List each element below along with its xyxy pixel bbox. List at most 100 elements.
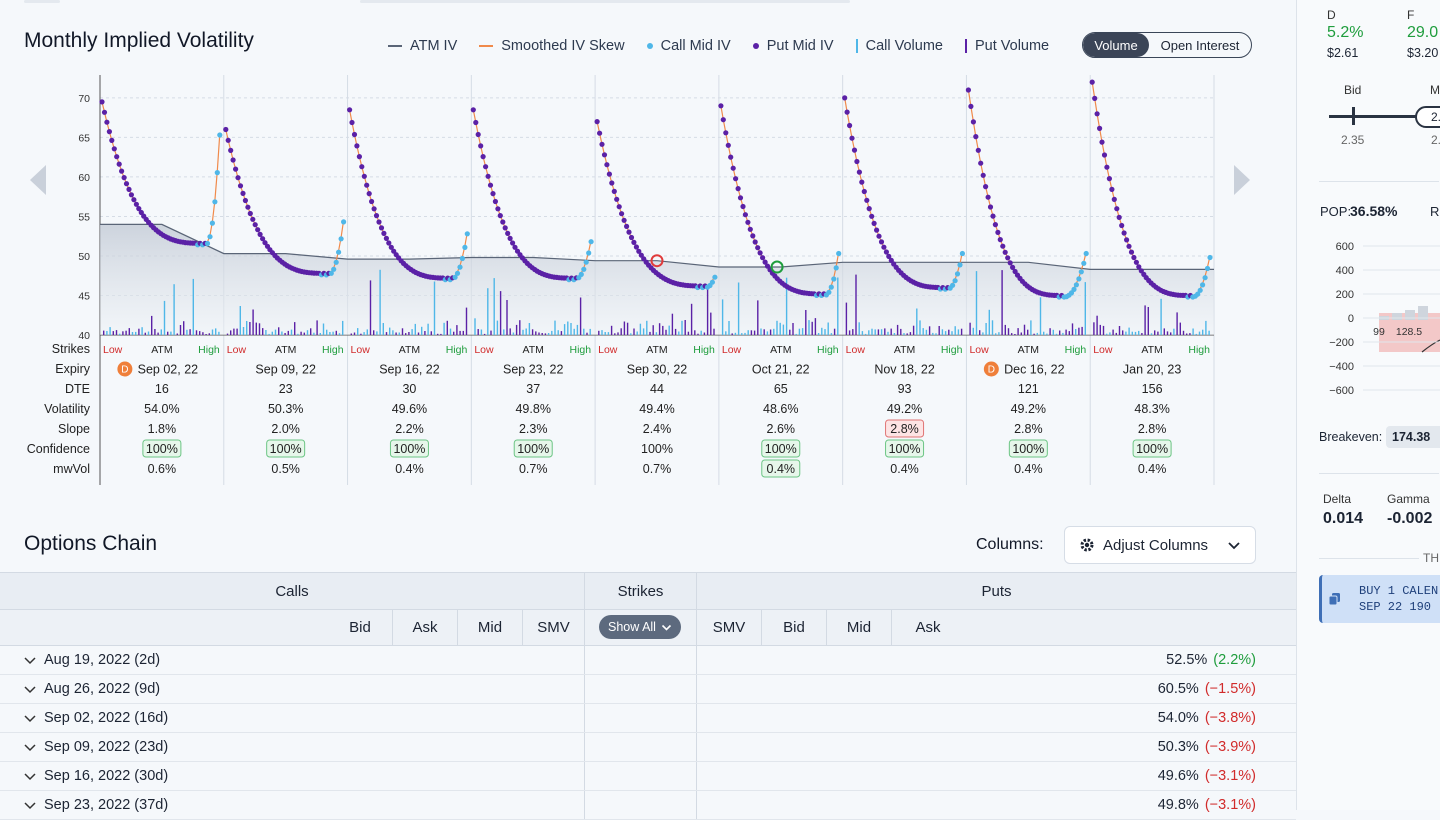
- volume-bar: [583, 328, 585, 335]
- toggle-open-interest[interactable]: Open Interest: [1160, 37, 1240, 53]
- volume-bar: [855, 274, 857, 335]
- put-mid-iv-dot: [886, 253, 892, 259]
- put-mid-iv-dot: [980, 172, 986, 178]
- expiry-row[interactable]: Aug 26, 2022 (9d) 60.5% (−1.5%): [0, 675, 1296, 704]
- expiry-row[interactable]: Sep 09, 2022 (23d) 50.3% (−3.9%): [0, 733, 1296, 762]
- volume-bar: [1084, 282, 1086, 335]
- volume-bar: [151, 315, 153, 335]
- volume-bar: [294, 322, 296, 335]
- adjust-columns-button[interactable]: Adjust Columns: [1064, 526, 1256, 564]
- call-smv-header[interactable]: SMV: [537, 619, 570, 636]
- iv-change: (−3.8%): [1204, 710, 1256, 726]
- expiry-row[interactable]: Aug 19, 2022 (2d) 52.5% (2.2%): [0, 646, 1296, 675]
- legend-put-volume[interactable]: Put Volume: [964, 38, 1049, 54]
- order-line-1: BUY 1 CALEN: [1359, 584, 1439, 598]
- show-all-strikes-button[interactable]: Show All: [599, 615, 681, 639]
- volume-bar: [316, 320, 318, 335]
- price-slider-handle[interactable]: 2.4: [1415, 106, 1440, 128]
- volume-bar: [271, 331, 273, 335]
- selected-strike-marker: [650, 254, 664, 268]
- volume-bar: [424, 331, 426, 335]
- volume-bar: [655, 332, 658, 335]
- volume-bar: [630, 333, 632, 335]
- legend-atm-iv[interactable]: ATM IV: [388, 38, 457, 54]
- table-header-groups: Calls Strikes Puts: [0, 572, 1296, 610]
- expiry-row[interactable]: Sep 02, 2022 (16d) 54.0% (−3.8%): [0, 704, 1296, 733]
- put-mid-header[interactable]: Mid: [846, 619, 872, 636]
- volume-bar: [515, 324, 518, 335]
- strike-high-label: High: [1188, 344, 1210, 356]
- legend-put-mid-iv[interactable]: Put Mid IV: [752, 38, 834, 54]
- volume-bar: [969, 322, 971, 335]
- chevron-down-icon: [24, 802, 36, 810]
- show-all-label: Show All: [608, 620, 656, 634]
- put-ask-header[interactable]: Ask: [915, 619, 941, 636]
- volume-bar: [779, 322, 781, 335]
- expiry-toggle[interactable]: Aug 26, 2022 (9d): [24, 675, 160, 703]
- volume-bar: [678, 331, 680, 335]
- call-bid-header[interactable]: Bid: [349, 619, 371, 636]
- volume-bar: [1059, 330, 1061, 335]
- call-mid-iv-dot: [214, 170, 220, 176]
- expiry-row[interactable]: Sep 16, 2022 (30d) 49.6% (−3.1%): [0, 762, 1296, 791]
- volume-bar: [233, 328, 235, 335]
- legend-call-volume[interactable]: Call Volume: [855, 38, 943, 54]
- bid-label: Bid: [1344, 83, 1362, 97]
- volume-bar: [1163, 328, 1165, 335]
- volume-bar: [864, 333, 867, 335]
- put-mid-iv-dot: [121, 175, 127, 181]
- volume-bar: [721, 299, 724, 335]
- volume-bar: [570, 323, 572, 335]
- iv-chart: 40 45 50 55 60 65 70 Strikes Expiry DTE Volatility…: [27, 75, 1215, 485]
- call-mid-iv-dot: [712, 274, 718, 280]
- legend-call-mid-iv[interactable]: Call Mid IV: [646, 38, 731, 54]
- put-bid-header[interactable]: Bid: [783, 619, 805, 636]
- chart-prev-arrow[interactable]: [28, 165, 48, 195]
- price-slider-track[interactable]: [1329, 115, 1440, 118]
- put-mid-iv-dot: [381, 230, 387, 236]
- volume-bar: [560, 331, 563, 335]
- volume-bar: [598, 330, 600, 335]
- puts-header: Puts: [981, 582, 1012, 600]
- grid-cell: 16: [155, 382, 169, 396]
- volume-bar: [773, 328, 775, 335]
- put-mid-iv-dot: [364, 182, 370, 188]
- grid-cell: 54.0%: [144, 402, 179, 416]
- expiry-toggle[interactable]: Aug 19, 2022 (2d): [24, 646, 160, 674]
- expiry-toggle[interactable]: Sep 02, 2022 (16d): [24, 704, 168, 732]
- call-mid-header[interactable]: Mid: [477, 619, 503, 636]
- legend-smoothed-skew[interactable]: Smoothed IV Skew: [479, 38, 625, 54]
- volume-bar: [496, 320, 499, 335]
- put-mid-iv-dot: [752, 239, 758, 245]
- volume-bar: [617, 332, 619, 335]
- volume-bar: [1182, 330, 1185, 335]
- put-smv-header[interactable]: SMV: [712, 619, 746, 636]
- order-summary-card[interactable]: BUY 1 CALEN SEP 22 190: [1319, 575, 1440, 623]
- iv-change: (2.2%): [1213, 652, 1256, 668]
- volume-bar: [249, 322, 251, 335]
- volume-bar: [848, 330, 851, 335]
- put-mid-iv-dot: [725, 142, 731, 148]
- volume-bar: [995, 333, 997, 335]
- put-mid-iv-dot: [233, 166, 239, 172]
- volume-bar: [427, 323, 429, 335]
- volume-bar: [195, 330, 198, 335]
- expiry-toggle[interactable]: Sep 16, 2022 (30d): [24, 762, 168, 790]
- grid-cell: 48.6%: [763, 402, 798, 416]
- call-ask-header[interactable]: Ask: [412, 619, 438, 636]
- expiry-toggle[interactable]: Sep 09, 2022 (23d): [24, 733, 168, 761]
- put-mid-iv-dot: [876, 233, 882, 239]
- expiry-row[interactable]: Sep 23, 2022 (37d) 49.8% (−3.1%): [0, 791, 1296, 820]
- volume-bar: [493, 278, 495, 335]
- expiry-toggle[interactable]: Sep 23, 2022 (37d): [24, 791, 168, 819]
- toggle-volume[interactable]: Volume: [1083, 33, 1149, 57]
- grid-cell: 37: [526, 382, 540, 396]
- volume-bar: [465, 307, 468, 335]
- chart-next-arrow[interactable]: [1232, 165, 1252, 195]
- chevron-down-icon: [661, 624, 672, 631]
- volume-bar: [817, 333, 820, 335]
- pl-x-tick-label: 99: [1373, 326, 1385, 338]
- put-mid-iv-dot: [225, 137, 231, 143]
- put-mid-iv-dot: [983, 184, 989, 190]
- volume-bar: [1122, 330, 1124, 335]
